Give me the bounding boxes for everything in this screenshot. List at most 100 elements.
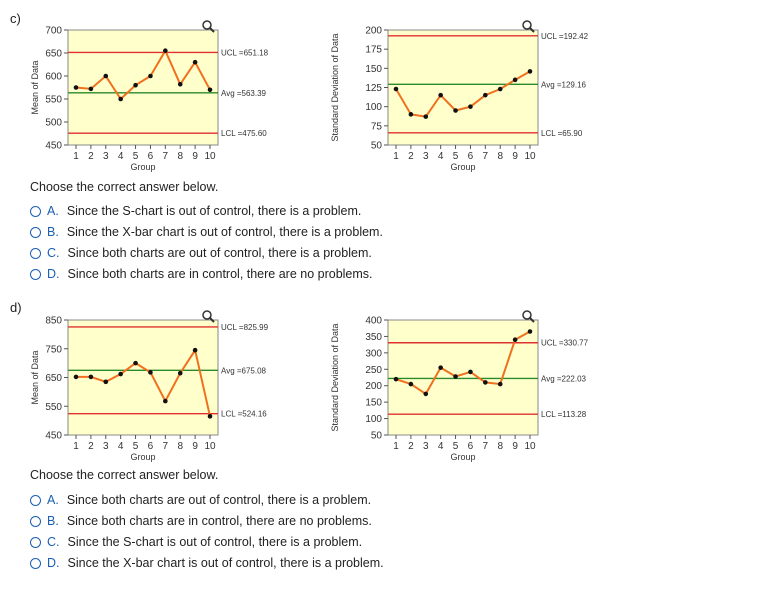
x-tick-label: 4 bbox=[118, 441, 124, 452]
data-point bbox=[453, 108, 458, 113]
y-tick-label: 50 bbox=[371, 141, 383, 152]
y-tick-label: 200 bbox=[365, 26, 382, 37]
data-point bbox=[497, 86, 503, 92]
y-tick-label: 100 bbox=[365, 414, 382, 425]
x-tick-label: 7 bbox=[483, 441, 489, 452]
choice-d-b[interactable]: B. Since both charts are in control, the… bbox=[30, 514, 372, 528]
avg-label: Avg =675.08 bbox=[221, 366, 267, 375]
x-tick-label: 10 bbox=[524, 441, 536, 452]
x-tick-label: 8 bbox=[497, 151, 503, 162]
choice-text: Since the S-chart is out of control, the… bbox=[67, 535, 363, 549]
chart-d-xbar: 450 550 650 750 850 1 2 3 4 5 6 7 8 9 10 Group Mean of D… bbox=[30, 310, 269, 462]
choice-d-d[interactable]: D. Since the X-bar chart is out of contr… bbox=[30, 556, 384, 570]
data-point bbox=[512, 337, 518, 343]
x-tick-label: 9 bbox=[192, 151, 198, 162]
x-tick-label: 4 bbox=[118, 151, 124, 162]
choice-letter: A. bbox=[47, 493, 59, 507]
data-point bbox=[393, 86, 399, 92]
magnifier-zoom-icon[interactable] bbox=[522, 310, 535, 323]
y-axis-label: Standard Deviation of Data bbox=[330, 33, 340, 141]
choice-c-c[interactable]: C. Since both charts are out of control,… bbox=[30, 246, 372, 260]
radio-button[interactable] bbox=[30, 226, 41, 238]
x-tick-label: 2 bbox=[408, 151, 414, 162]
x-tick-label: 1 bbox=[393, 441, 399, 452]
y-tick-label: 400 bbox=[365, 316, 382, 327]
data-point bbox=[103, 379, 109, 385]
data-point bbox=[148, 73, 153, 79]
avg-label: Avg =222.03 bbox=[541, 374, 587, 383]
magnifier-zoom-icon[interactable] bbox=[522, 20, 535, 33]
x-axis-label: Group bbox=[130, 162, 155, 172]
x-tick-label: 7 bbox=[163, 441, 169, 452]
x-tick-label: 3 bbox=[103, 441, 109, 452]
choice-text: Since both charts are out of control, th… bbox=[67, 246, 372, 260]
data-point bbox=[88, 374, 94, 380]
lcl-label: LCL =65.90 bbox=[541, 129, 583, 138]
data-point bbox=[497, 381, 503, 387]
chart-d-s: 50 100 150 200 250 300 350 400 1 2 3 4 5 6 7 8 9 10 Group S… bbox=[330, 310, 589, 462]
choice-c-d[interactable]: D. Since both charts are in control, the… bbox=[30, 267, 373, 281]
prompt-d: Choose the correct answer below. bbox=[30, 468, 219, 482]
choice-letter: C. bbox=[47, 246, 60, 260]
y-tick-label: 700 bbox=[45, 26, 62, 37]
y-tick-label: 550 bbox=[45, 95, 62, 106]
x-tick-label: 1 bbox=[393, 151, 399, 162]
radio-button[interactable] bbox=[30, 205, 41, 217]
plot-area bbox=[387, 29, 539, 146]
choice-text: Since the S-chart is out of control, the… bbox=[66, 204, 362, 218]
x-tick-label: 6 bbox=[148, 441, 154, 452]
x-tick-label: 5 bbox=[133, 441, 139, 452]
data-point bbox=[73, 374, 79, 380]
data-point bbox=[483, 92, 488, 98]
choice-d-a[interactable]: A. Since both charts are out of control,… bbox=[30, 493, 371, 507]
x-tick-label: 2 bbox=[88, 151, 94, 162]
ucl-label: UCL =651.18 bbox=[221, 48, 269, 57]
y-tick-label: 300 bbox=[365, 348, 382, 359]
choice-d-c[interactable]: C. Since the S-chart is out of control, … bbox=[30, 535, 362, 549]
radio-button[interactable] bbox=[30, 247, 41, 259]
choice-letter: B. bbox=[47, 225, 59, 239]
data-point bbox=[512, 77, 518, 83]
x-axis-label: Group bbox=[130, 452, 155, 462]
series-line bbox=[395, 330, 531, 396]
data-point bbox=[468, 104, 473, 109]
choice-c-b[interactable]: B. Since the X-bar chart is out of contr… bbox=[30, 225, 383, 239]
x-tick-label: 6 bbox=[468, 441, 474, 452]
data-point bbox=[207, 87, 213, 93]
data-point bbox=[133, 360, 138, 366]
magnifier-zoom-icon[interactable] bbox=[202, 20, 215, 33]
x-tick-label: 10 bbox=[524, 151, 536, 162]
radio-button[interactable] bbox=[30, 268, 41, 280]
x-tick-label: 10 bbox=[204, 441, 216, 452]
ucl-label: UCL =330.77 bbox=[541, 339, 589, 348]
radio-button[interactable] bbox=[30, 494, 41, 506]
data-point bbox=[438, 365, 443, 370]
data-point bbox=[527, 69, 533, 74]
x-tick-label: 3 bbox=[103, 151, 109, 162]
x-tick-label: 7 bbox=[483, 151, 489, 162]
data-point bbox=[423, 114, 429, 119]
x-tick-label: 8 bbox=[177, 441, 183, 452]
y-tick-label: 450 bbox=[45, 141, 62, 152]
y-tick-label: 350 bbox=[365, 332, 382, 343]
data-point bbox=[118, 96, 123, 102]
x-tick-label: 5 bbox=[453, 441, 459, 452]
x-tick-label: 6 bbox=[468, 151, 474, 162]
data-point bbox=[103, 73, 109, 79]
magnifier-zoom-icon[interactable] bbox=[202, 310, 215, 323]
plot-area bbox=[387, 319, 539, 436]
section-label-d: d) bbox=[10, 300, 22, 315]
choice-c-a[interactable]: A. Since the S-chart is out of control, … bbox=[30, 204, 361, 218]
choice-text: Since both charts are in control, there … bbox=[66, 514, 372, 528]
series-line bbox=[395, 70, 531, 118]
lcl-label: LCL =475.60 bbox=[221, 129, 267, 138]
avg-label: Avg =129.16 bbox=[541, 80, 587, 89]
x-tick-label: 2 bbox=[408, 441, 414, 452]
section-label-c: c) bbox=[10, 11, 21, 26]
data-point bbox=[177, 81, 183, 87]
radio-button[interactable] bbox=[30, 557, 41, 569]
avg-label: Avg =563.39 bbox=[221, 89, 267, 98]
radio-button[interactable] bbox=[30, 536, 41, 548]
x-tick-label: 1 bbox=[73, 151, 79, 162]
radio-button[interactable] bbox=[30, 515, 41, 527]
